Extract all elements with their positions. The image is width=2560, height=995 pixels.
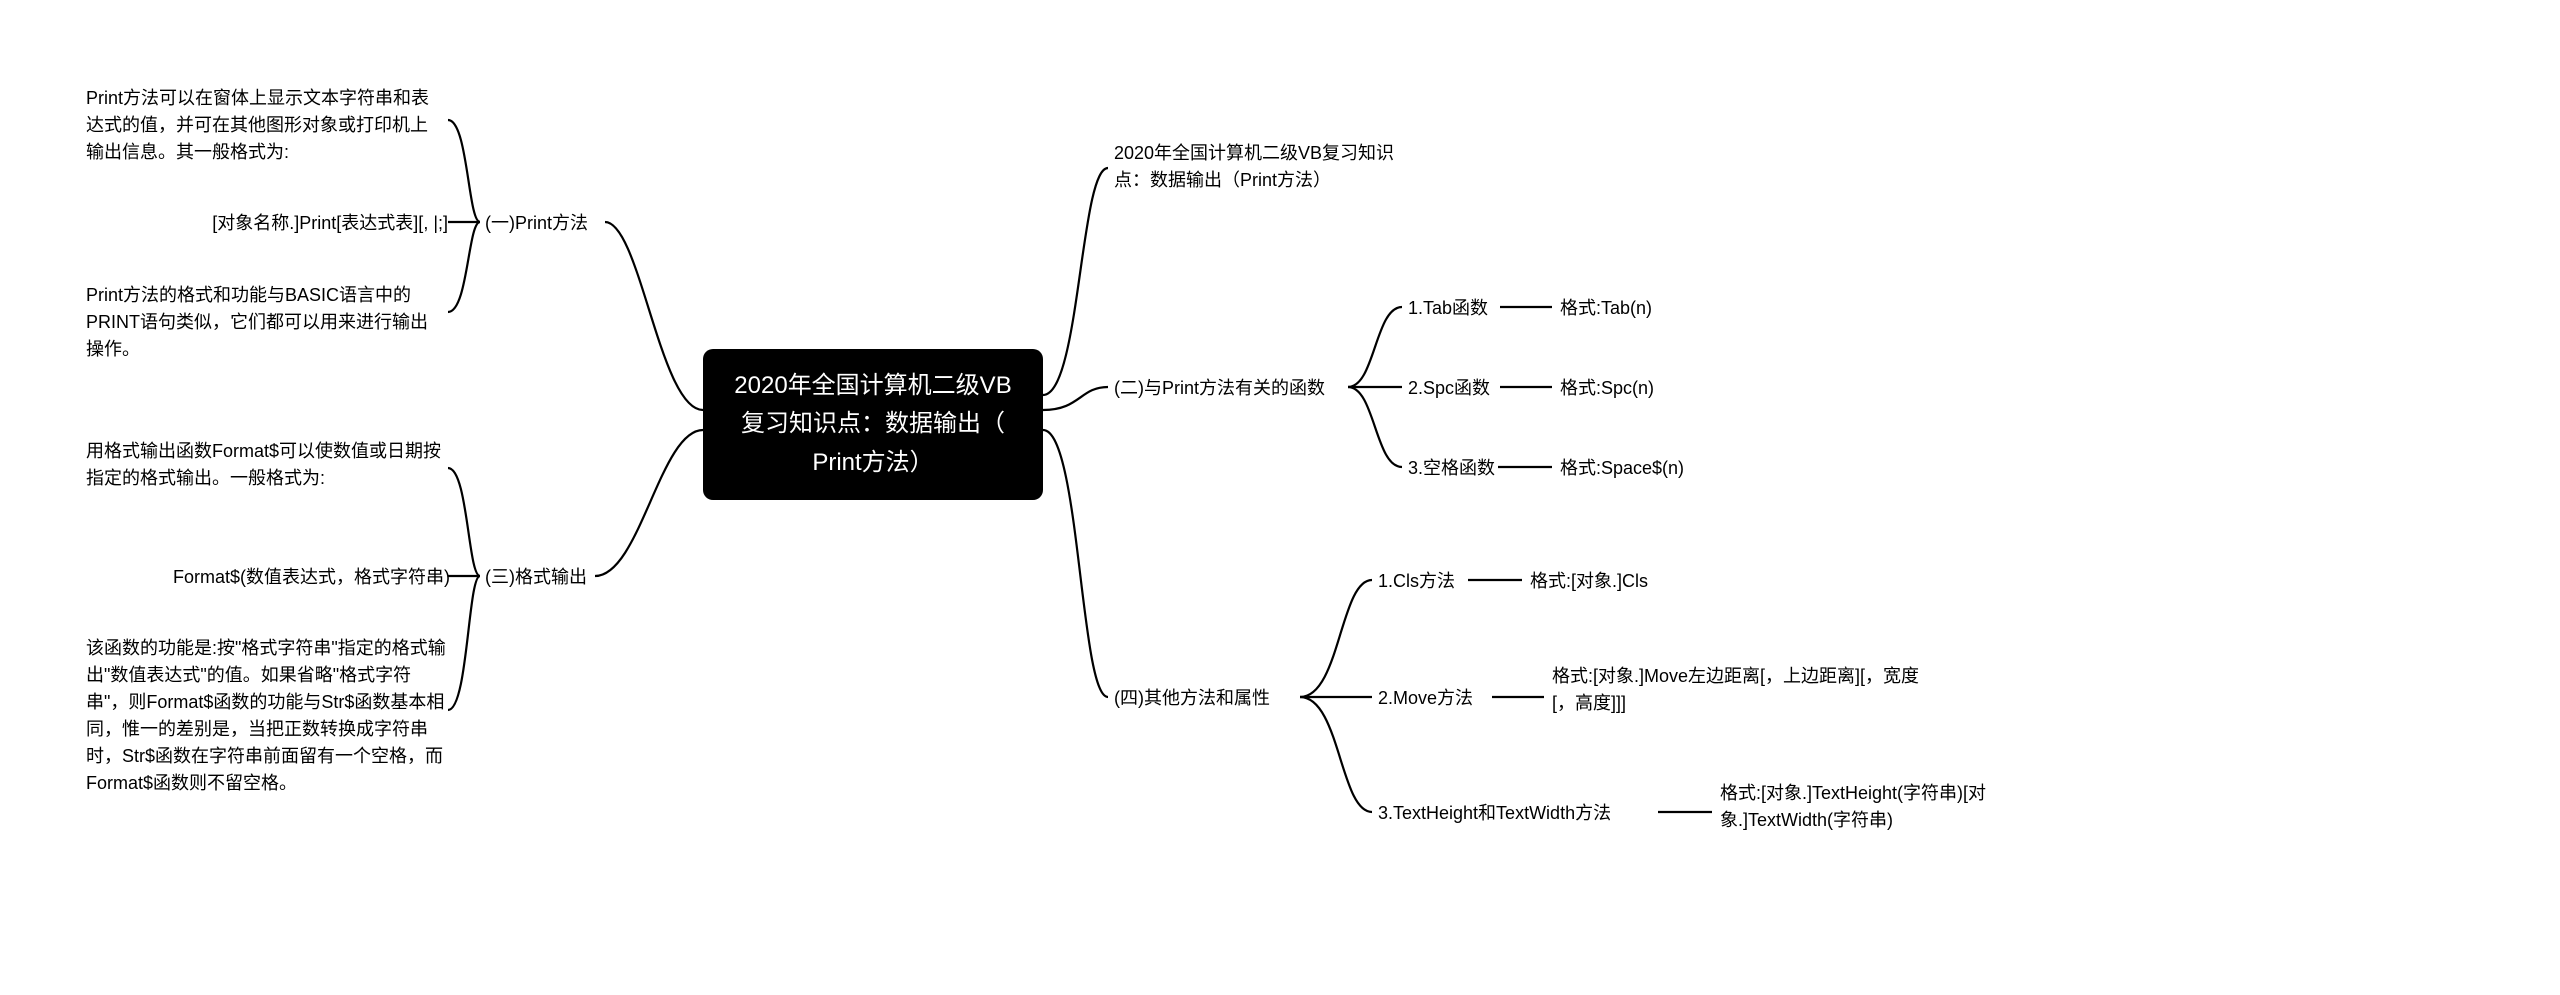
right-intro: 2020年全国计算机二级VB复习知识点：数据输出（Print方法） [1114,140,1404,194]
section-4-item-1-name: 2.Move方法 [1378,685,1473,712]
section-1-item-1: [对象名称.]Print[表达式表][, |;] [208,210,448,237]
section-2-item-1-format: 格式:Spc(n) [1560,375,1654,402]
section-3-label: (三)格式输出 [485,564,587,591]
center-node: 2020年全国计算机二级VB复习知识点：数据输出（Print方法） [703,349,1043,500]
section-4-item-0-format: 格式:[对象.]Cls [1530,568,1648,595]
section-4-item-1-format: 格式:[对象.]Move左边距离[，上边距离][，宽度[，高度]]] [1552,663,1922,717]
section-3-item-2: 该函数的功能是:按"格式字符串"指定的格式输出"数值表达式"的值。如果省略"格式… [86,635,446,797]
section-2-item-2-format: 格式:Space$(n) [1560,455,1684,482]
section-3-item-0: 用格式输出函数Format$可以使数值或日期按指定的格式输出。一般格式为: [86,438,441,492]
section-2-item-1-name: 2.Spc函数 [1408,375,1490,402]
section-2-item-2-name: 3.空格函数 [1408,455,1495,482]
section-2-label: (二)与Print方法有关的函数 [1114,375,1325,402]
section-4-item-2-format: 格式:[对象.]TextHeight(字符串)[对象.]TextWidth(字符… [1720,780,2040,834]
section-4-item-0-name: 1.Cls方法 [1378,568,1455,595]
section-3-item-1: Format$(数值表达式，格式字符串) [170,564,450,591]
section-4-item-2-name: 3.TextHeight和TextWidth方法 [1378,800,1611,827]
center-title: 2020年全国计算机二级VB复习知识点：数据输出（Print方法） [734,372,1011,476]
section-2-item-0-format: 格式:Tab(n) [1560,295,1652,322]
section-1-item-0: Print方法可以在窗体上显示文本字符串和表达式的值，并可在其他图形对象或打印机… [86,85,441,166]
section-4-label: (四)其他方法和属性 [1114,685,1270,712]
section-1-label: (一)Print方法 [485,210,588,237]
section-2-item-0-name: 1.Tab函数 [1408,295,1488,322]
section-1-item-2: Print方法的格式和功能与BASIC语言中的PRINT语句类似，它们都可以用来… [86,282,441,363]
